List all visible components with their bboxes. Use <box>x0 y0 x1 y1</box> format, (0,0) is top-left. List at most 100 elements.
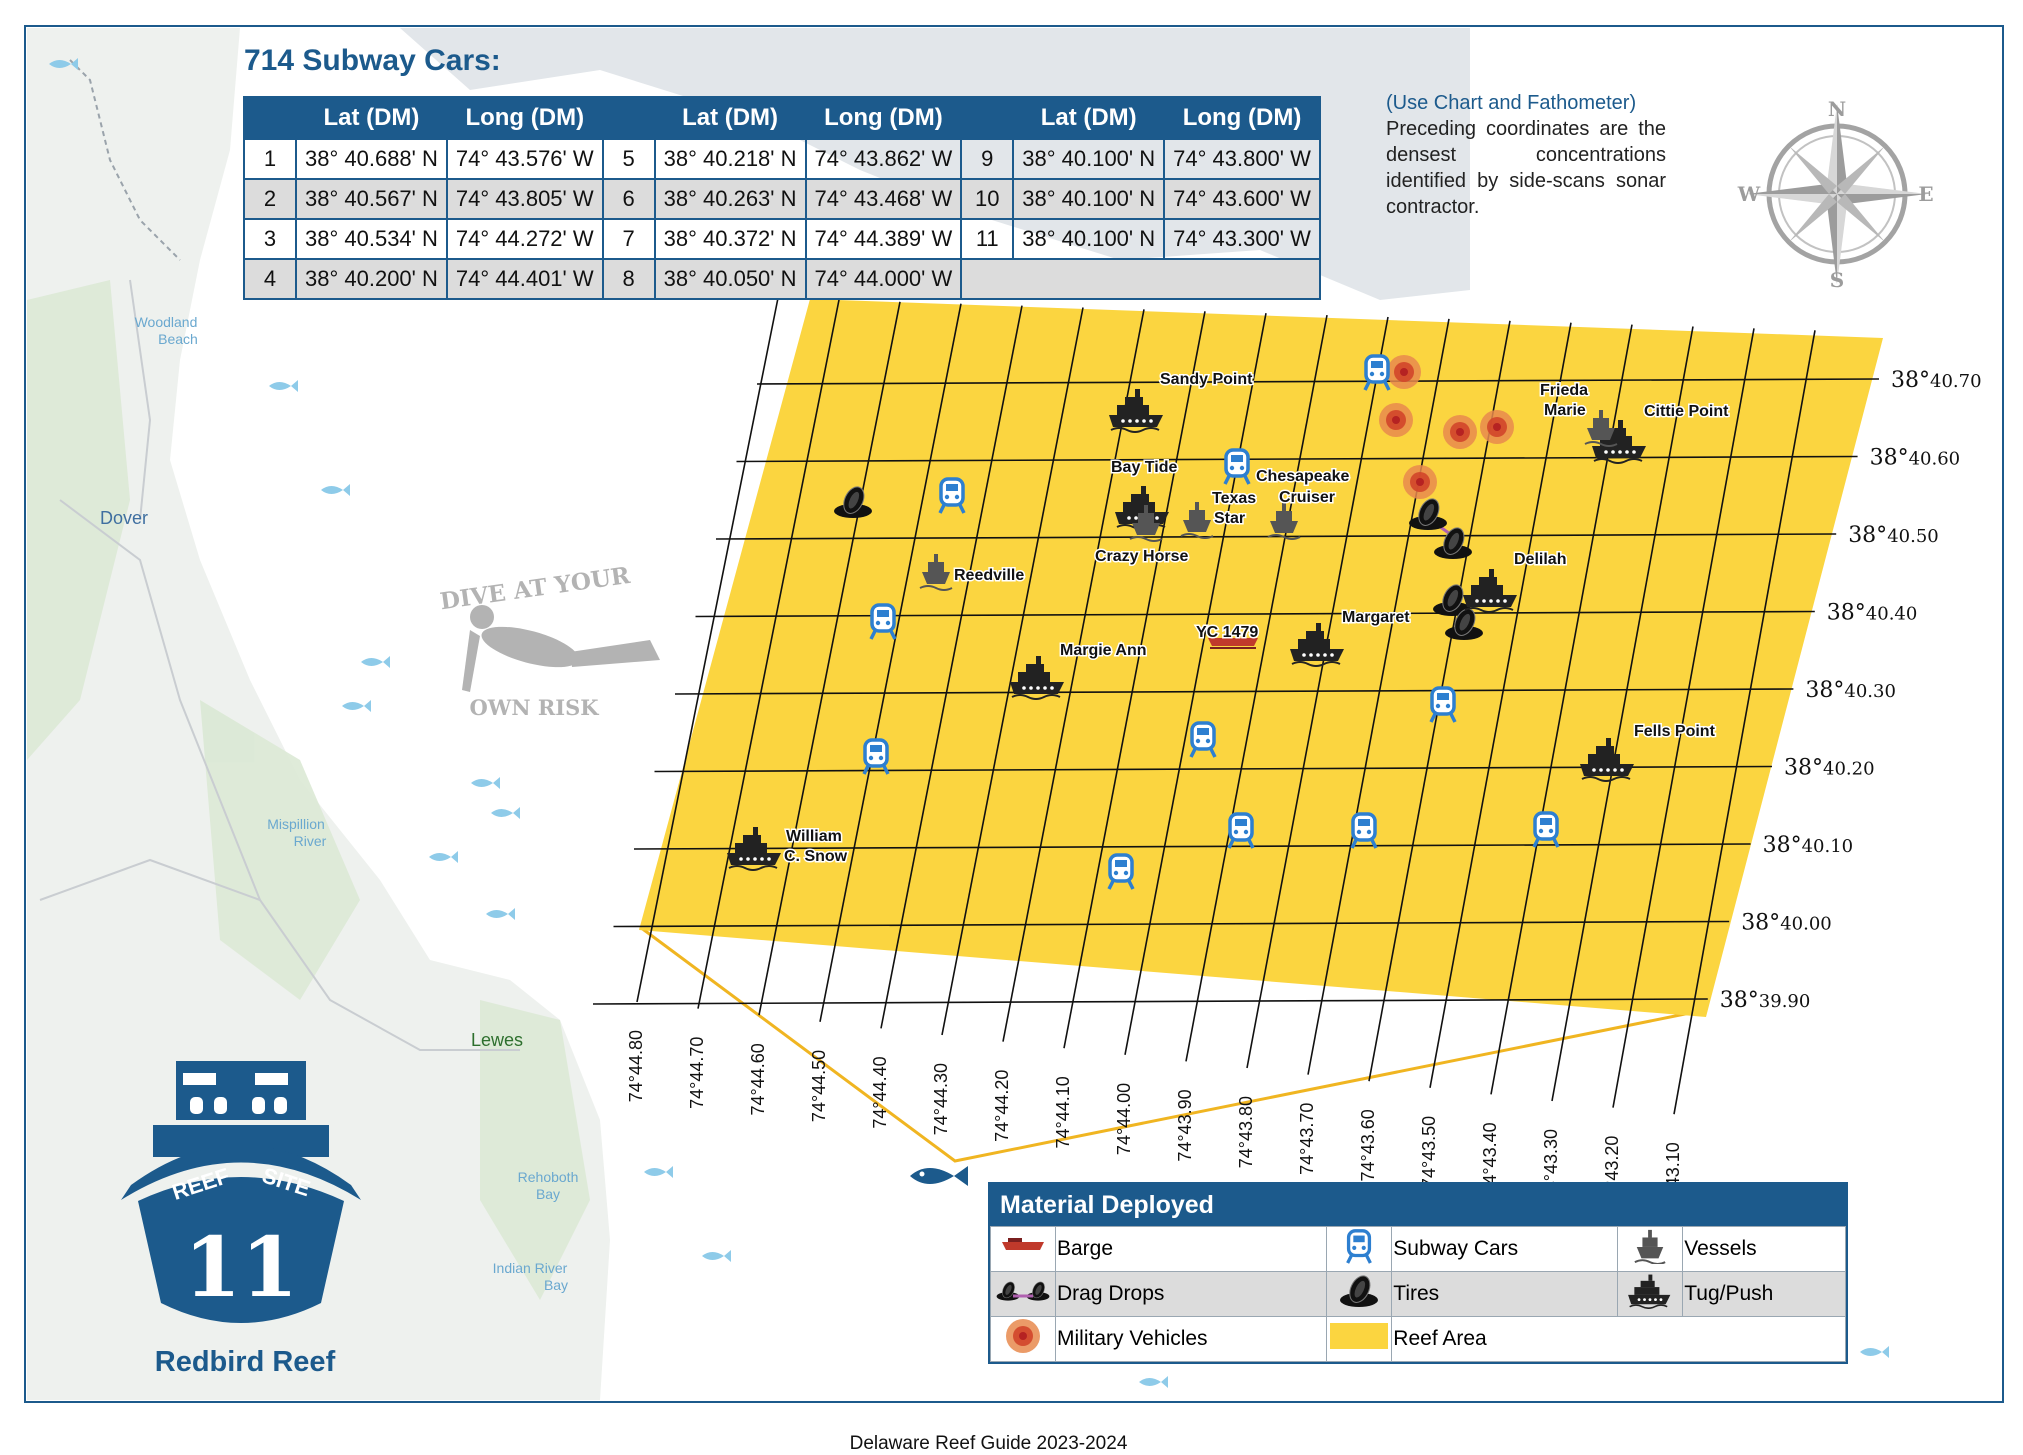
coords-cell: 74° 43.800' W <box>1163 138 1321 180</box>
longitude-labels: 74°44.80 74°44.70 74°44.60 74°44.50 74°44.40… <box>626 1030 1683 1214</box>
coords-cell: 5 <box>601 138 656 180</box>
label-cittie-point: Cittie Point <box>1644 403 1729 420</box>
coords-cell: 4 <box>243 258 297 300</box>
latitude-label: 38°40.30 <box>1805 678 1896 703</box>
military-vehicle-icon <box>1443 415 1477 449</box>
compass-rose: N S E W <box>1737 97 1934 292</box>
coords-cell: 10 <box>960 178 1015 220</box>
legend-label-reef-area: Reef Area <box>1391 1316 1846 1362</box>
military-vehicle-icon <box>1379 403 1413 437</box>
wreck-labels: Sandy Point Frieda Marie Cittie Point Bay… <box>783 370 1731 867</box>
longitude-line <box>1429 322 1572 1088</box>
latitude-label: 38°39.90 <box>1720 988 1811 1013</box>
latitude-line <box>736 455 1858 463</box>
coords-cell: 38° 40.100' N <box>1012 218 1166 260</box>
label-margaret: Margaret <box>1342 609 1410 626</box>
legend-label-vessels: Vessels <box>1682 1226 1846 1272</box>
label-texas-star: Texas Star <box>1212 490 1256 527</box>
coords-header-cell: Lat (DM) <box>295 96 448 140</box>
reef-area-icon <box>1326 1316 1393 1362</box>
reef-site-badge: REEF SITE 11 <box>121 1061 361 1323</box>
place-woodland-beach: Woodland Beach <box>135 314 198 347</box>
coords-cell: 38° 40.218' N <box>653 138 807 180</box>
longitude-label: 74°44.40 <box>870 1056 890 1128</box>
coords-cell: 7 <box>601 218 656 260</box>
longitude-label: 74°43.70 <box>1297 1103 1317 1175</box>
latitude-line <box>633 843 1751 850</box>
longitude-label: 74°43.80 <box>1236 1096 1256 1168</box>
coords-header-cell <box>601 96 656 140</box>
table-row: 1 38° 40.688' N 74° 43.576' W 5 38° 40.218' … <box>243 138 1321 180</box>
fathometer-note: (Use Chart and Fathometer) Preceding coo… <box>1386 90 1666 220</box>
label-chesapeake-cruiser: Chesapeake Cruiser <box>1256 468 1349 506</box>
coords-header-cell: Long (DM) <box>804 96 963 140</box>
longitude-line <box>697 299 840 1009</box>
latitude-line <box>756 378 1880 385</box>
military-vehicle-icon <box>990 1316 1056 1362</box>
coords-cell: 38° 40.200' N <box>295 258 448 300</box>
legend-title: Material Deployed <box>990 1184 1846 1226</box>
latitude-line <box>592 998 1708 1005</box>
coords-cell: 8 <box>601 258 656 300</box>
coords-cell: 38° 40.567' N <box>295 178 448 220</box>
longitude-label: 74°44.20 <box>992 1070 1012 1142</box>
longitude-label: 74°43.50 <box>1419 1116 1439 1188</box>
coords-cell: 3 <box>243 218 297 260</box>
longitude-label: 74°43.90 <box>1175 1089 1195 1161</box>
coords-header-cell: Long (DM) <box>445 96 604 140</box>
page-footer: Delaware Reef Guide 2023-2024 <box>849 1433 1128 1454</box>
coords-cell: 6 <box>601 178 656 220</box>
coords-cell: 74° 43.468' W <box>804 178 963 220</box>
longitude-line <box>758 301 901 1016</box>
place-rehoboth-bay: Rehoboth Bay <box>518 1169 579 1202</box>
canal-line <box>69 59 181 261</box>
coords-cell: 74° 43.805' W <box>445 178 604 220</box>
longitude-line <box>819 303 962 1022</box>
compass-e: E <box>1918 182 1933 206</box>
latitude-label: 38°40.10 <box>1763 833 1854 858</box>
latitude-label: 38°40.40 <box>1827 601 1918 626</box>
place-labels: Woodland Beach Dover Mispillion River Lewe… <box>100 314 578 1293</box>
barge-icon <box>990 1226 1056 1272</box>
compass-n: N <box>1828 97 1846 121</box>
material-deployed-legend: Material Deployed Barge Subway Cars Vess… <box>988 1182 1848 1364</box>
land-mass-west <box>27 28 610 1400</box>
label-fells-point: Fells Point <box>1634 723 1716 740</box>
latitude-labels: 38°40.70 38°40.60 38°40.50 38°40.40 38°40.30… <box>1720 368 1982 1013</box>
coords-cell: 74° 44.389' W <box>804 218 963 260</box>
legend-label-drag-drops: Drag Drops <box>1054 1271 1328 1317</box>
badge-number: 11 <box>184 1220 298 1316</box>
note-text: Preceding coordinates are the densest co… <box>1386 118 1666 218</box>
coords-cell: 11 <box>960 218 1015 260</box>
longitude-line <box>880 305 1023 1029</box>
longitude-label: 74°44.60 <box>748 1043 768 1115</box>
military-vehicle-icon <box>1387 355 1421 389</box>
coords-header-cell: Lat (DM) <box>1012 96 1166 140</box>
coords-cell: 74° 44.401' W <box>445 258 604 300</box>
subway-car-icon <box>1326 1226 1393 1272</box>
compass-s: S <box>1830 268 1844 292</box>
latitude-label: 38°40.00 <box>1741 911 1832 936</box>
compass-w: W <box>1737 182 1761 206</box>
longitude-line <box>941 307 1084 1036</box>
label-margie-ann: Margie Ann <box>1060 642 1147 659</box>
latitude-label: 38°40.20 <box>1784 756 1875 781</box>
coords-cell: 38° 40.688' N <box>295 138 448 180</box>
longitude-label: 74°44.50 <box>809 1050 829 1122</box>
redbird-reef-title: Redbird Reef <box>154 1346 336 1378</box>
coords-cell: 74° 43.300' W <box>1163 218 1321 260</box>
roads <box>39 279 520 1051</box>
empty-cell <box>960 258 1321 300</box>
drag-drops-icon <box>990 1271 1056 1317</box>
longitude-label: 74°43.60 <box>1358 1109 1378 1181</box>
legend-label-military-vehicles: Military Vehicles <box>1054 1316 1328 1362</box>
label-sandy-point: Sandy Point <box>1160 371 1253 388</box>
longitude-label: 74°44.10 <box>1053 1076 1073 1148</box>
label-bay-tide: Bay Tide <box>1111 459 1178 476</box>
latitude-line <box>674 688 1794 695</box>
legend-label-barge: Barge <box>1054 1226 1328 1272</box>
place-lewes: Lewes <box>471 1030 523 1050</box>
tire-icon <box>1326 1271 1393 1317</box>
coords-cell: 38° 40.050' N <box>653 258 807 300</box>
latitude-label: 38°40.70 <box>1891 368 1982 393</box>
